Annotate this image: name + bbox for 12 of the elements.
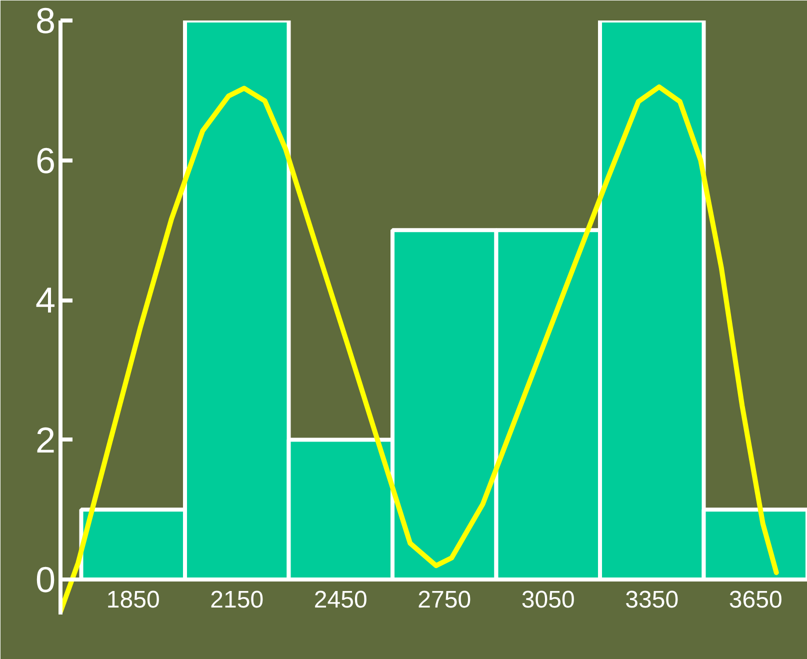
x-tick-label: 1850 [106, 586, 160, 614]
x-tick-label: 3350 [625, 586, 679, 614]
x-tick-label: 2150 [210, 586, 264, 614]
y-tick-label: 6 [35, 140, 56, 181]
x-tick-label: 2750 [418, 586, 472, 614]
y-tick-label: 0 [35, 559, 56, 600]
y-tick-label: 4 [35, 280, 56, 321]
y-tick-label: 8 [35, 0, 56, 41]
x-tick-label: 2450 [314, 586, 368, 614]
y-tick-label: 2 [35, 419, 56, 460]
x-tick-label: 3650 [728, 586, 782, 614]
x-tick-label: 3050 [521, 586, 575, 614]
